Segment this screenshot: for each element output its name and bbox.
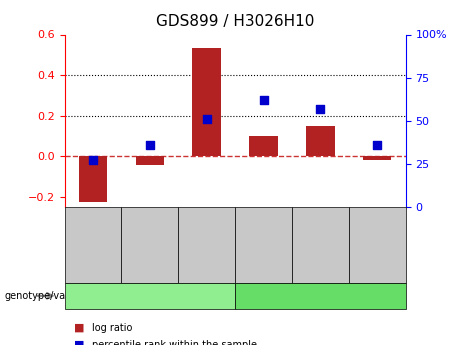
Text: ■: ■ <box>74 340 84 345</box>
Point <box>89 158 97 163</box>
Bar <box>193 48 221 156</box>
Text: ■: ■ <box>74 323 84 333</box>
Bar <box>306 126 335 156</box>
Bar <box>363 156 391 160</box>
Text: AQP1-/-: AQP1-/- <box>300 291 341 301</box>
Title: GDS899 / H3026H10: GDS899 / H3026H10 <box>156 14 314 29</box>
Point <box>317 106 324 111</box>
Text: GSM21270: GSM21270 <box>259 220 268 269</box>
Text: GSM21276: GSM21276 <box>145 220 154 269</box>
Point <box>203 116 210 122</box>
Point <box>260 97 267 103</box>
Text: GSM21273: GSM21273 <box>316 220 325 269</box>
Text: GSM21282: GSM21282 <box>373 220 382 269</box>
Text: percentile rank within the sample: percentile rank within the sample <box>92 340 257 345</box>
Text: wild type: wild type <box>124 291 175 301</box>
Bar <box>249 136 278 156</box>
Text: genotype/variation: genotype/variation <box>5 291 97 301</box>
Text: GSM21266: GSM21266 <box>89 220 97 269</box>
Point <box>146 142 154 148</box>
Text: GSM21279: GSM21279 <box>202 220 211 269</box>
Text: log ratio: log ratio <box>92 323 133 333</box>
Bar <box>79 156 107 202</box>
Bar <box>136 156 164 165</box>
Point <box>373 142 381 148</box>
